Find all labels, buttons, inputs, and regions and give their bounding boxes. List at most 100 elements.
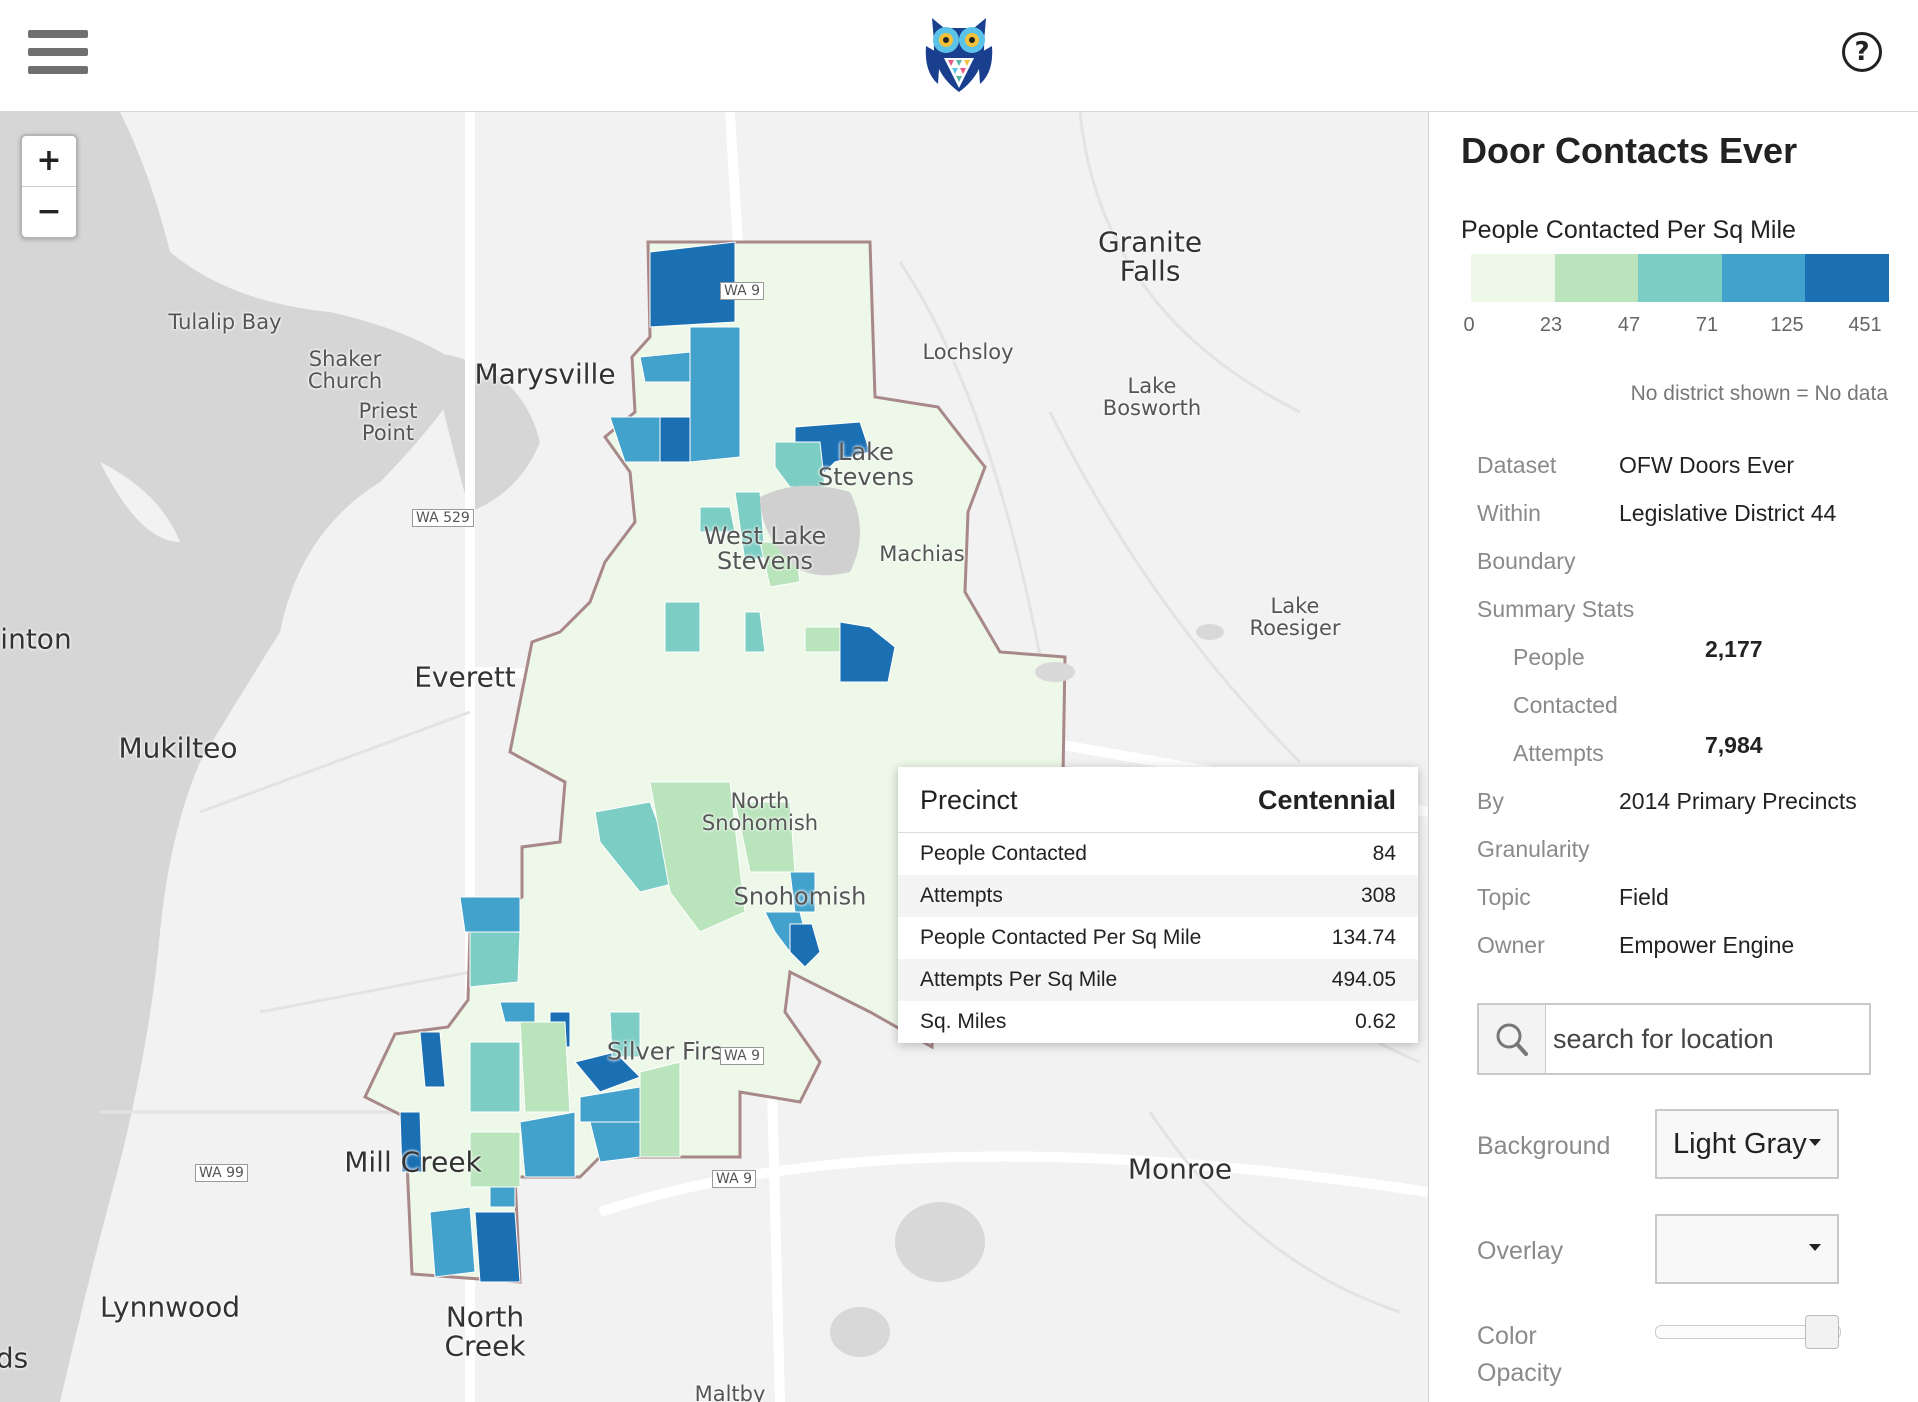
place-label: inton (0, 622, 72, 656)
legend-title: People Contacted Per Sq Mile (1461, 216, 1796, 244)
place-label: North Creek (444, 1300, 526, 1363)
place-label: West Lake Stevens (703, 521, 827, 575)
tooltip-row-value: 494.05 (1331, 968, 1396, 991)
place-label: ds (0, 1341, 29, 1375)
hamburger-icon (28, 30, 88, 38)
chevron-down-icon (1809, 1244, 1821, 1251)
tooltip-row-key: Attempts Per Sq Mile (920, 968, 1118, 991)
owner-label: Owner (1477, 932, 1545, 958)
map-basemap (0, 112, 1428, 1402)
place-label: Lochsloy (922, 339, 1014, 364)
background-label: Background (1477, 1132, 1611, 1160)
tooltip-row-value: 0.62 (1355, 1010, 1396, 1033)
road-shield: WA 529 (412, 509, 474, 527)
precinct-tooltip: Precinct Centennial People Contacted 84 At… (898, 767, 1418, 1043)
place-label: Monroe (1127, 1152, 1233, 1186)
zoom-out-button[interactable]: − (22, 186, 76, 237)
place-label: Lynnwood (99, 1290, 241, 1324)
within-label: Within (1477, 500, 1541, 526)
by-label: By (1477, 788, 1504, 814)
legend-tick-label: 23 (1539, 314, 1563, 336)
tooltip-header: Precinct Centennial (898, 767, 1418, 833)
place-label: Tulalip Bay (168, 309, 282, 334)
tooltip-row: Sq. Miles 0.62 (898, 1001, 1418, 1043)
place-label: Lake Roesiger (1249, 593, 1341, 640)
chevron-down-icon (1809, 1139, 1821, 1146)
slider-track (1655, 1325, 1841, 1339)
legend-color-scale (1471, 254, 1889, 302)
hamburger-icon-line (28, 48, 88, 56)
place-label: Machias (879, 541, 965, 566)
legend-swatch (1638, 254, 1722, 302)
location-search (1477, 1003, 1871, 1075)
zoom-control: + − (20, 134, 78, 239)
tooltip-row: People Contacted 84 (898, 833, 1418, 875)
search-icon-glyph (1496, 1023, 1528, 1056)
place-label: Granite Falls (1097, 225, 1203, 288)
attempts-value: 7,984 (1705, 732, 1763, 758)
dataset-label: Dataset (1477, 452, 1557, 478)
place-label: Snohomish (733, 882, 867, 911)
owner-value: Empower Engine (1619, 932, 1795, 958)
slider-thumb[interactable] (1805, 1315, 1839, 1349)
tooltip-header-value: Centennial (1257, 785, 1396, 815)
tooltip-row: Attempts 308 (898, 875, 1418, 917)
no-data-note: No district shown = No data (1630, 382, 1888, 405)
within-value: Legislative District 44 (1619, 500, 1837, 526)
color-opacity-label-1: Color (1477, 1322, 1537, 1350)
place-label: Mukilteo (118, 731, 238, 765)
color-opacity-slider[interactable] (1655, 1315, 1841, 1349)
search-input[interactable] (1551, 1013, 1865, 1065)
legend-swatch (1721, 254, 1806, 302)
legend-tick-label: 451 (1848, 314, 1882, 336)
tooltip-rows: People Contacted 84 Attempts 308 People Cont… (898, 833, 1418, 1043)
by-value: 2014 Primary Precincts (1619, 788, 1857, 814)
tooltip-row: People Contacted Per Sq Mile 134.74 (898, 917, 1418, 959)
top-bar: ? (0, 0, 1918, 112)
legend-swatch (1805, 254, 1889, 302)
overlay-label: Overlay (1477, 1237, 1564, 1265)
legend-tick-label: 0 (1463, 314, 1475, 336)
contacted-label: Contacted (1513, 692, 1618, 718)
legend-swatch (1471, 254, 1555, 302)
tooltip-row: Attempts Per Sq Mile 494.05 (898, 959, 1418, 1001)
attempts-label: Attempts (1513, 740, 1604, 766)
overlay-select[interactable] (1655, 1214, 1839, 1284)
road-shield: WA 9 (720, 1047, 765, 1065)
topic-label: Topic (1477, 884, 1531, 910)
place-label: Maltby (694, 1381, 766, 1402)
tooltip-row-key: Attempts (920, 884, 1003, 907)
dataset-value: OFW Doors Ever (1619, 452, 1795, 478)
tooltip-row-key: People Contacted (920, 842, 1087, 865)
help-button[interactable]: ? (1842, 32, 1882, 72)
place-label: Mill Creek (344, 1145, 482, 1179)
background-select-value: Light Gray (1673, 1128, 1807, 1160)
hamburger-menu-button[interactable] (28, 30, 88, 80)
people-label: People (1513, 644, 1585, 670)
search-icon[interactable] (1479, 1005, 1546, 1073)
place-label: Lake Bosworth (1102, 373, 1202, 420)
map-view[interactable]: + − Granite Falls Tulalip Bay Shaker Church M… (0, 112, 1428, 1402)
place-label: Priest Point (358, 398, 418, 445)
topic-value: Field (1619, 884, 1669, 910)
place-label: Lake Stevens (817, 437, 915, 491)
road-shield: WA 9 (712, 1170, 757, 1188)
tooltip-header-key: Precinct (920, 785, 1018, 815)
tooltip-row-value: 134.74 (1331, 926, 1396, 949)
granularity-label: Granularity (1477, 836, 1590, 862)
road-shield: WA 9 (720, 282, 765, 300)
background-select[interactable]: Light Gray (1655, 1109, 1839, 1179)
place-label: Shaker Church (307, 346, 383, 393)
place-label: Marysville (474, 357, 616, 391)
tooltip-row-key: People Contacted Per Sq Mile (920, 926, 1202, 949)
place-label: Everett (414, 660, 516, 694)
legend-swatch (1554, 254, 1639, 302)
legend-tick-label: 47 (1617, 314, 1641, 336)
place-label: Silver Firs (606, 1037, 724, 1066)
sidebar: Door Contacts Ever People Contacted Per … (1428, 112, 1918, 1402)
legend-tick-label: 125 (1770, 314, 1804, 336)
legend-tick-label: 71 (1695, 314, 1719, 336)
tooltip-row-value: 84 (1372, 842, 1396, 865)
zoom-in-button[interactable]: + (36, 143, 62, 178)
layer-title: Door Contacts Ever (1461, 130, 1798, 171)
